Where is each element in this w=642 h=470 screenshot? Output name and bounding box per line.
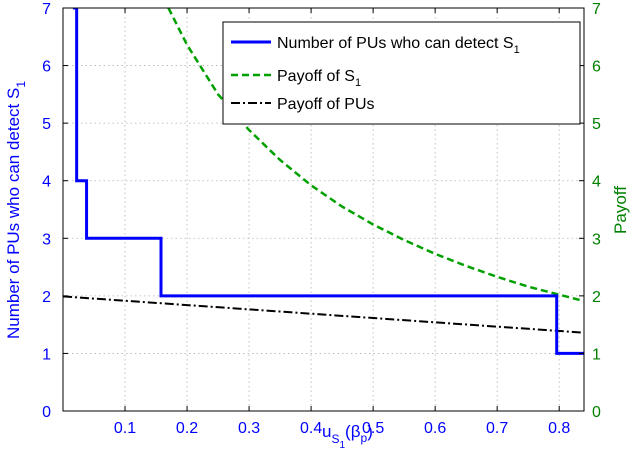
- x-tick-label: 0.3: [238, 420, 260, 437]
- x-tick-label: 0.1: [114, 420, 136, 437]
- x-axis-title-paren: (β: [345, 422, 361, 441]
- legend-label-payoff-s1-sub: 1: [355, 77, 361, 89]
- y-axis-title-left-main: Number of PUs who can detect S: [4, 88, 23, 339]
- legend-label-pu-count: Number of PUs who can detect S1: [277, 35, 520, 56]
- legend-label-pu-count-sub: 1: [514, 44, 520, 56]
- series-line-pu-count: [72, 8, 584, 355]
- legend-label-payoff-s1-main: Payoff of S: [277, 68, 355, 85]
- x-tick-label: 0.2: [176, 420, 198, 437]
- y-tick-label-right: 6: [592, 59, 601, 76]
- legend-label-payoff-s1: Payoff of S1: [277, 68, 361, 89]
- y-tick-label-left: 7: [42, 1, 51, 18]
- y-axis-title-right: Payoff: [611, 186, 630, 234]
- y-tick-label-left: 6: [42, 59, 51, 76]
- x-axis-title-paren-close: ): [367, 422, 373, 441]
- y-tick-label-right: 2: [592, 289, 601, 306]
- axis-tick-labels: 0.1 0.2 0.3 0.4 0.5 0.6 0.7 0.8 0 0 1 1 2 2 3 3 4 4 5 5 6 6 7 7: [42, 1, 601, 437]
- y-tick-label-left: 3: [42, 231, 51, 248]
- y-tick-label-right: 7: [592, 1, 601, 18]
- legend: Number of PUs who can detect S1 Payoff o…: [222, 21, 581, 125]
- y-tick-label-right: 5: [592, 116, 601, 133]
- legend-label-pu-count-main: Number of PUs who can detect S: [277, 35, 514, 52]
- y-tick-label-left: 0: [42, 404, 51, 421]
- legend-label-payoff-pus: Payoff of PUs: [277, 96, 375, 113]
- x-tick-label: 0.8: [548, 420, 570, 437]
- legend-box: [222, 21, 581, 125]
- y-axis-title-left-sub: 1: [14, 81, 28, 88]
- x-tick-label: 0.7: [486, 420, 508, 437]
- y-tick-label-left: 4: [42, 174, 51, 191]
- y-tick-label-left: 2: [42, 289, 51, 306]
- y-tick-label-right: 4: [592, 174, 601, 191]
- series-line-payoff-pus: [63, 295, 584, 334]
- y-axis-title-left: Number of PUs who can detect S1: [4, 81, 28, 339]
- y-tick-label-right: 3: [592, 231, 601, 248]
- x-tick-label: 0.6: [424, 420, 446, 437]
- y-tick-label-left: 5: [42, 116, 51, 133]
- y-tick-label-right: 1: [592, 346, 601, 363]
- axis-ticks: [63, 7, 584, 412]
- x-axis-title-main: u: [322, 422, 331, 441]
- x-tick-label: 0.4: [300, 420, 322, 437]
- x-axis-title: uS1(βp): [322, 422, 373, 451]
- x-axis-title-sub2: 1: [339, 440, 345, 451]
- x-axis-title-paren-sub: p: [361, 431, 368, 445]
- plot-area-border: [62, 7, 585, 412]
- x-axis-title-sub1: S: [331, 432, 339, 446]
- x-tick-label: 0.5: [362, 420, 384, 437]
- y-tick-label-right: 0: [592, 404, 601, 421]
- y-tick-label-left: 1: [42, 346, 51, 363]
